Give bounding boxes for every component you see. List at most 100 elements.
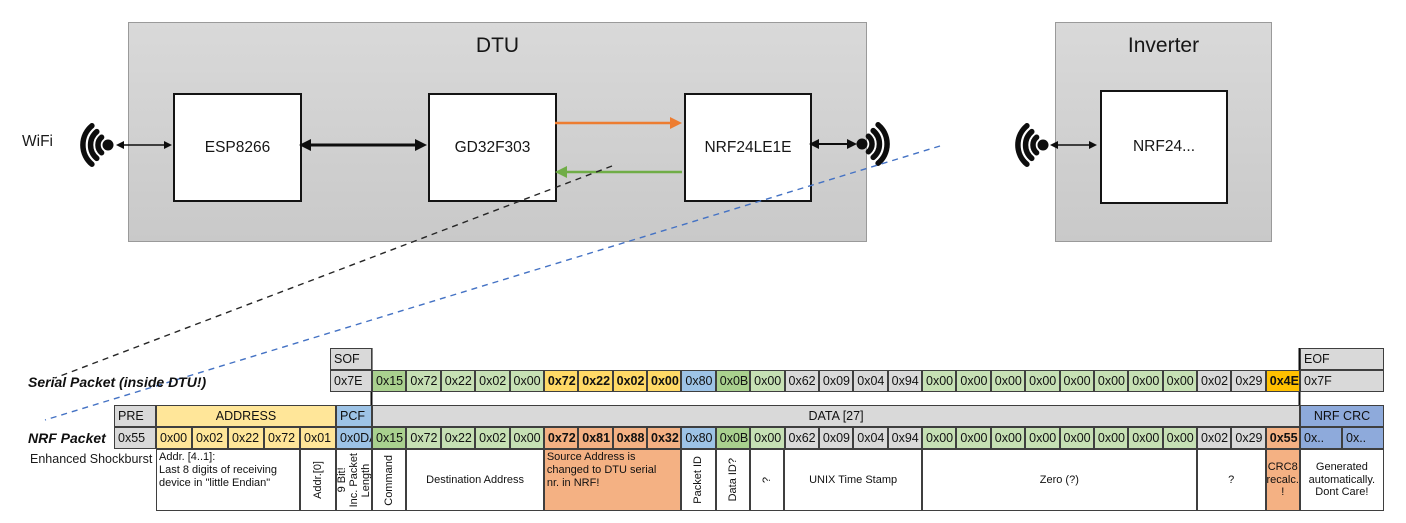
byte-cell: 0x55	[1265, 427, 1301, 449]
annotation-cell: ?	[750, 449, 785, 511]
annotation-text: ?	[1228, 473, 1235, 486]
byte-cell: 0x00	[990, 370, 1026, 392]
annotation-text: Command	[383, 454, 396, 506]
byte-cell: 0x00	[1059, 427, 1094, 449]
wifi-label: WiFi	[22, 133, 53, 150]
byte-cell: 0x32	[647, 427, 682, 449]
byte-cell: 0x00	[509, 370, 544, 392]
serial-sof-column: SOF 0x7E	[330, 348, 372, 392]
annotation-text: CRC8 recalc. !	[1266, 460, 1299, 499]
nrf-annotation-row: Addr. [4..1]: Last 8 digits of receiving…	[156, 449, 1384, 511]
byte-cell: 0x02	[475, 427, 510, 449]
byte-cell: 0x00	[1025, 427, 1060, 449]
dtu-title: DTU	[475, 34, 520, 57]
inverter-nrf24-box: NRF24...	[1100, 90, 1228, 204]
annotation-text: Packet ID	[692, 456, 705, 504]
byte-cell: 0x81	[578, 427, 613, 449]
byte-cell: 0x80	[681, 370, 716, 392]
byte-cell: 0x00	[922, 427, 957, 449]
nrf-crc-header: NRF CRC	[1300, 405, 1384, 427]
nrf-crc-value-row: 0x.. 0x..	[1300, 427, 1384, 449]
data-header: DATA [27]	[372, 405, 1300, 427]
gd32f303-label: GD32F303	[454, 138, 531, 156]
byte-cell: 0x72	[543, 370, 579, 392]
byte-cell: 0x00	[990, 427, 1026, 449]
byte-cell: 0x00	[156, 427, 192, 449]
byte-cell: 0x02	[475, 370, 510, 392]
byte-cell: 0x00	[1162, 370, 1197, 392]
annotation-cell: Destination Address	[406, 449, 544, 511]
wifi-icon	[80, 123, 114, 167]
esp8266-label: ESP8266	[204, 138, 271, 156]
byte-cell: 0x72	[406, 370, 441, 392]
enhanced-shockburst-label: Enhanced Shockburst	[30, 452, 153, 466]
byte-cell: 0x09	[818, 370, 854, 392]
pre-header: PRE	[114, 405, 156, 427]
byte-cell: 0x02	[1197, 427, 1232, 449]
nrf-byte-row: 0x15 0x72 0x22 0x02 0x00 0x72 0x81 0x88 0x32 0x80…	[372, 427, 1301, 449]
byte-cell: 0x94	[887, 370, 922, 392]
gd32f303-box: GD32F303	[428, 93, 557, 202]
address-header: ADDRESS	[156, 405, 336, 427]
annotation-cell: UNIX Time Stamp	[784, 449, 922, 511]
sof-value: 0x7E	[330, 370, 372, 392]
rf-icon-inverter	[1015, 123, 1049, 167]
serial-byte-row: 0x15 0x72 0x22 0x02 0x00 0x72 0x22 0x02 0x00 0x80…	[372, 370, 1301, 392]
annotation-text: Generated automatically. Dont Care!	[1308, 460, 1376, 499]
byte-cell: 0x4E	[1265, 370, 1301, 392]
annotation-text: 9 Bit! Inc. Packet Length	[336, 452, 372, 508]
byte-cell: 0x00	[1025, 370, 1060, 392]
annotation-cell: 9 Bit! Inc. Packet Length	[336, 449, 372, 511]
byte-cell: 0x88	[612, 427, 647, 449]
byte-cell: 0x00	[647, 370, 682, 392]
nrf-pcf-column: PCF 0x0DA	[336, 405, 372, 449]
byte-cell: 0x00	[1093, 370, 1129, 392]
byte-cell: 0x0B	[715, 427, 751, 449]
byte-cell: 0x00	[750, 370, 785, 392]
byte-cell: 0x02	[612, 370, 647, 392]
byte-cell: 0x00	[1162, 427, 1197, 449]
byte-cell: 0x72	[543, 427, 579, 449]
annotation-cell: Command	[372, 449, 407, 511]
nrf-pre-column: PRE 0x55	[114, 405, 156, 449]
byte-cell: 0x04	[853, 370, 888, 392]
annotation-text: ?	[761, 476, 774, 484]
annotation-text: UNIX Time Stamp	[809, 473, 898, 486]
byte-cell: 0x15	[372, 427, 407, 449]
sof-header: SOF	[330, 348, 372, 370]
byte-cell: 0x..	[1342, 427, 1384, 449]
serial-packet-label: Serial Packet (inside DTU!)	[28, 374, 207, 390]
eof-value: 0x7F	[1300, 370, 1384, 392]
annotation-cell: Addr. [4..1]: Last 8 digits of receiving…	[156, 449, 300, 511]
pre-value: 0x55	[114, 427, 156, 449]
byte-cell: 0x00	[1128, 427, 1163, 449]
nrf-crc-column: NRF CRC 0x.. 0x..	[1300, 405, 1384, 449]
annotation-text: Source Address is changed to DTU serial …	[546, 451, 657, 489]
byte-cell: 0x62	[784, 370, 819, 392]
byte-cell: 0x72	[406, 427, 441, 449]
byte-cell: 0x72	[264, 427, 300, 449]
inverter-container: Inverter	[1055, 22, 1272, 242]
annotation-cell: Data ID?	[715, 449, 751, 511]
byte-cell: 0x01	[300, 427, 336, 449]
byte-cell: 0x94	[887, 427, 922, 449]
annotation-text: Destination Address	[426, 473, 525, 486]
byte-cell: 0x04	[853, 427, 888, 449]
byte-cell: 0x..	[1300, 427, 1342, 449]
annotation-cell: CRC8 recalc. !	[1265, 449, 1300, 511]
annotation-cell: Zero (?)	[921, 449, 1197, 511]
annotation-cell: Packet ID	[681, 449, 716, 511]
nrf-packet-label: NRF Packet	[28, 430, 106, 446]
annotation-cell: Source Address is changed to DTU serial …	[543, 449, 682, 511]
annotation-text: Addr.[0]	[311, 461, 324, 499]
byte-cell: 0x22	[578, 370, 613, 392]
nrf24le1e-label: NRF24LE1E	[704, 138, 792, 156]
byte-cell: 0x00	[1059, 370, 1094, 392]
annotation-cell: Addr.[0]	[300, 449, 336, 511]
annotation-text: Addr. [4..1]: Last 8 digits of receiving…	[159, 451, 278, 489]
byte-cell: 0x02	[1197, 370, 1232, 392]
inverter-title: Inverter	[1127, 34, 1200, 57]
byte-cell: 0x15	[372, 370, 407, 392]
annotation-cell: ?	[1196, 449, 1266, 511]
